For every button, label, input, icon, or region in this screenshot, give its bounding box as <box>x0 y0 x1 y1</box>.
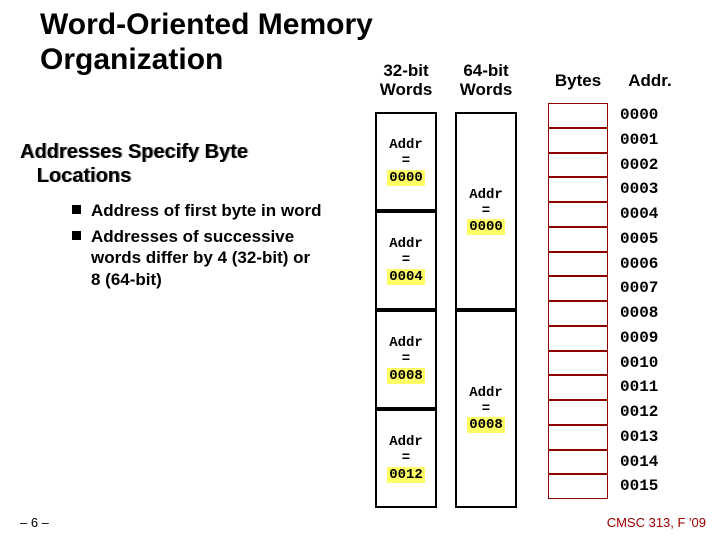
byte-cell <box>548 474 608 499</box>
w64-1-val: 0008 <box>467 417 505 433</box>
subheading: Addresses Specify Byte Locations <box>20 140 248 188</box>
col-addr: 0000 0001 0002 0003 0004 0005 0006 0007 … <box>620 103 680 499</box>
addr-10: 0010 <box>620 351 680 376</box>
bullet-1-text: Address of first byte in word <box>91 200 321 221</box>
addr-8: 0008 <box>620 301 680 326</box>
w64-0-val: 0000 <box>467 219 505 235</box>
col-header-32: 32-bit Words <box>375 62 437 99</box>
page-number: – 6 – <box>20 515 49 530</box>
byte-cell <box>548 153 608 178</box>
col-header-64-l1: 64-bit <box>463 61 508 80</box>
addr-6: 0006 <box>620 252 680 277</box>
w32-3-eq: = <box>402 450 410 466</box>
subheading-l2: Locations <box>37 165 131 187</box>
w32-1-eq: = <box>402 252 410 268</box>
byte-cell <box>548 202 608 227</box>
word32-3: Addr = 0012 <box>375 409 437 508</box>
title-line-1: Word-Oriented Memory <box>40 8 373 41</box>
bullet-icon <box>72 231 81 240</box>
w64-0-lbl: Addr <box>469 187 503 203</box>
w32-2-lbl: Addr <box>389 335 423 351</box>
course-footer: CMSC 313, F '09 <box>607 515 706 530</box>
bullet-2-l2: words differ by 4 (32-bit) or <box>91 248 310 267</box>
byte-cell <box>548 301 608 326</box>
addr-15: 0015 <box>620 474 680 499</box>
col-header-32-l2: Words <box>380 80 433 99</box>
title-line-2: Organization <box>40 43 223 76</box>
w64-1-eq: = <box>482 401 490 417</box>
byte-cell <box>548 450 608 475</box>
w32-1-val: 0004 <box>387 269 425 285</box>
word64-1: Addr = 0008 <box>455 310 517 508</box>
addr-7: 0007 <box>620 276 680 301</box>
w32-1-lbl: Addr <box>389 236 423 252</box>
col-header-addr: Addr. <box>620 72 680 91</box>
w32-3-lbl: Addr <box>389 434 423 450</box>
addr-0: 0000 <box>620 103 680 128</box>
addr-14: 0014 <box>620 450 680 475</box>
slide-title: Word-Oriented Memory Organization <box>40 8 373 77</box>
w32-0-eq: = <box>402 153 410 169</box>
byte-cell <box>548 128 608 153</box>
col-header-32-l1: 32-bit <box>383 61 428 80</box>
byte-cell <box>548 177 608 202</box>
bullet-2: Addresses of successive words differ by … <box>72 226 362 290</box>
byte-cell <box>548 425 608 450</box>
bullet-1: Address of first byte in word <box>72 200 362 221</box>
byte-cell <box>548 400 608 425</box>
bullet-icon <box>72 205 81 214</box>
byte-cell <box>548 252 608 277</box>
byte-cell <box>548 326 608 351</box>
byte-cell <box>548 276 608 301</box>
bullet-2-text: Addresses of successive words differ by … <box>91 226 310 290</box>
w32-2-eq: = <box>402 351 410 367</box>
word64-0: Addr = 0000 <box>455 112 517 310</box>
addr-4: 0004 <box>620 202 680 227</box>
addr-13: 0013 <box>620 425 680 450</box>
col-header-bytes-t: Bytes <box>555 71 601 90</box>
w64-1-lbl: Addr <box>469 385 503 401</box>
w64-0-eq: = <box>482 203 490 219</box>
byte-cell <box>548 375 608 400</box>
addr-11: 0011 <box>620 375 680 400</box>
w32-2-val: 0008 <box>387 368 425 384</box>
word32-0: Addr = 0000 <box>375 112 437 211</box>
word32-2: Addr = 0008 <box>375 310 437 409</box>
addr-9: 0009 <box>620 326 680 351</box>
addr-3: 0003 <box>620 177 680 202</box>
col-header-bytes: Bytes <box>546 72 610 91</box>
byte-cell <box>548 227 608 252</box>
subheading-l1: Addresses Specify Byte <box>20 141 248 163</box>
col-header-addr-t: Addr. <box>628 71 671 90</box>
addr-5: 0005 <box>620 227 680 252</box>
w32-0-val: 0000 <box>387 170 425 186</box>
addr-12: 0012 <box>620 400 680 425</box>
col-64bit: Addr = 0000 Addr = 0008 <box>455 112 517 508</box>
bullet-2-l1: Addresses of successive <box>91 227 294 246</box>
col-32bit: Addr = 0000 Addr = 0004 Addr = 0008 Addr… <box>375 112 437 508</box>
col-header-64: 64-bit Words <box>455 62 517 99</box>
bullet-2-l3: 8 (64-bit) <box>91 270 162 289</box>
byte-cell <box>548 103 608 128</box>
addr-2: 0002 <box>620 153 680 178</box>
w32-3-val: 0012 <box>387 467 425 483</box>
w32-0-lbl: Addr <box>389 137 423 153</box>
col-header-64-l2: Words <box>460 80 513 99</box>
word32-1: Addr = 0004 <box>375 211 437 310</box>
byte-cell <box>548 351 608 376</box>
col-bytes <box>548 103 608 499</box>
addr-1: 0001 <box>620 128 680 153</box>
